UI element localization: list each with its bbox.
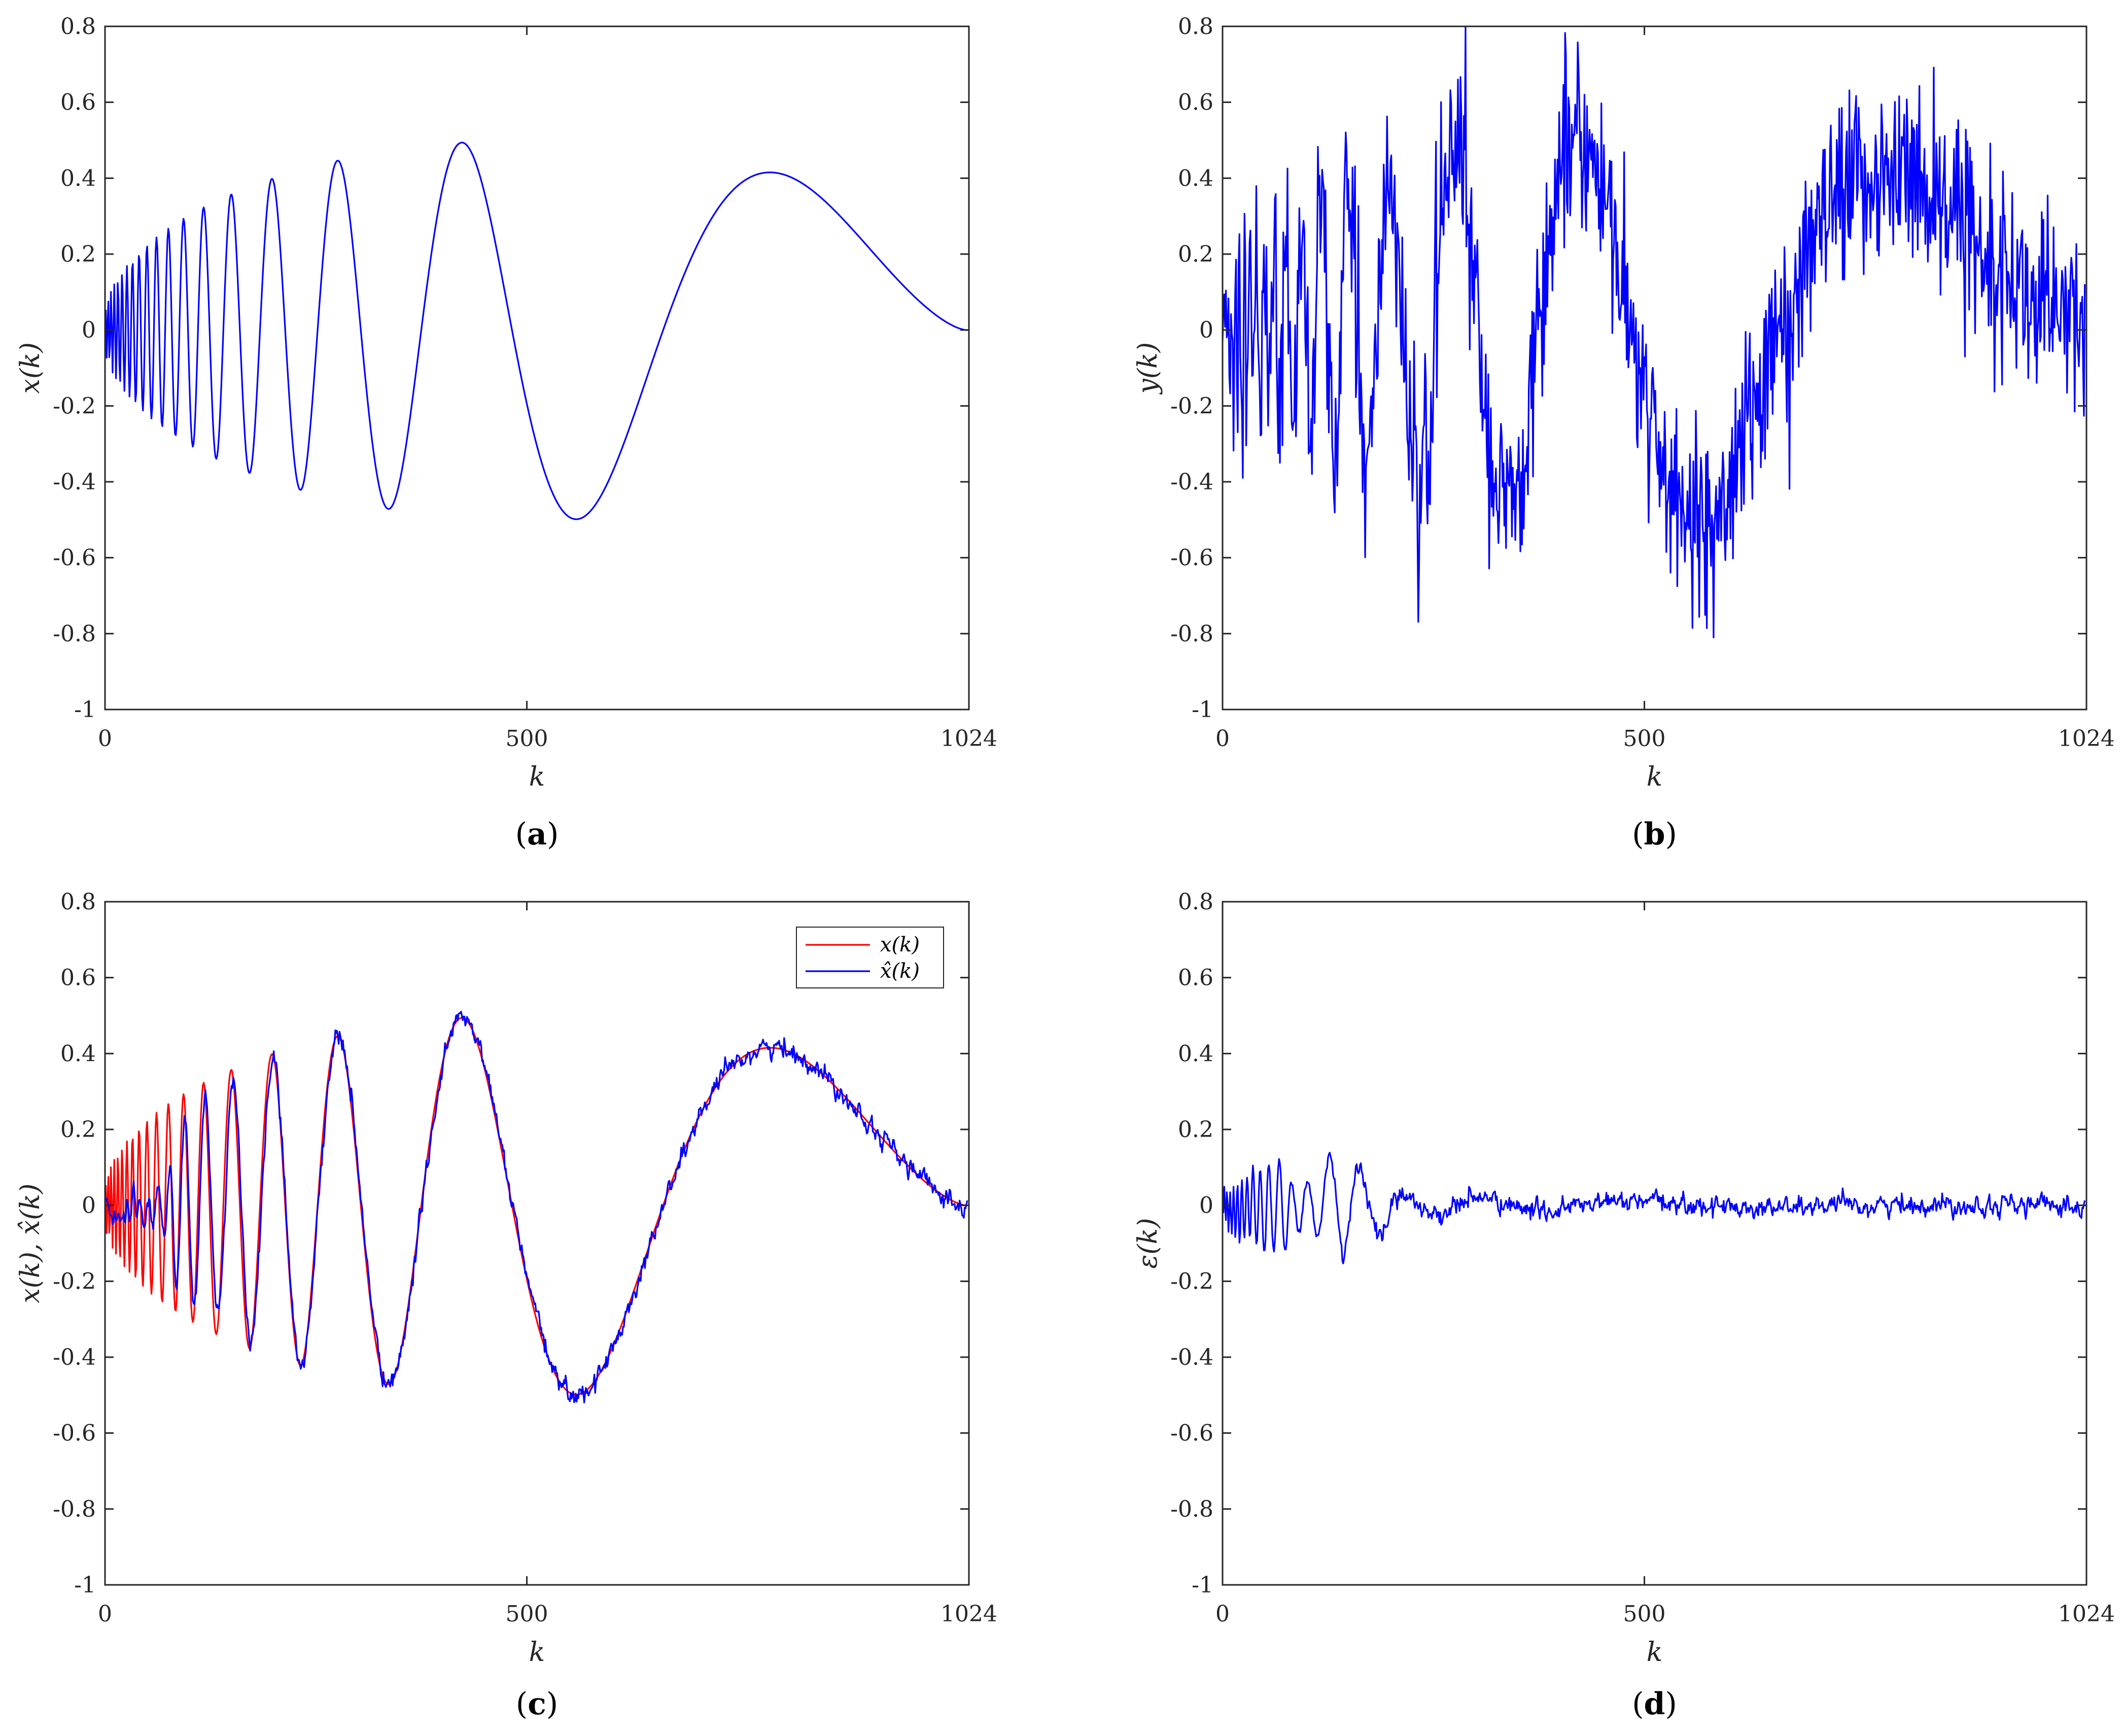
y-tick-label: 0 <box>1199 317 1213 343</box>
y-tick-label: -0.6 <box>53 1421 96 1446</box>
y-tick-label: -1 <box>74 1572 96 1598</box>
axes-frame-a <box>104 25 970 711</box>
x-axis-label: k <box>1647 762 1663 792</box>
y-tick-label: -1 <box>1192 1572 1213 1598</box>
y-tick-label: 0 <box>82 317 96 343</box>
y-tick-label: -1 <box>74 697 96 723</box>
y-tick-label: 0.4 <box>1178 165 1213 191</box>
panel-caption: (c) <box>516 1686 558 1722</box>
y-tick-label: 0.2 <box>60 1117 96 1143</box>
y-tick-label: -0.8 <box>53 621 96 647</box>
panel-b: -1 -0.8 -0.6 -0.4 -0.2 0 0.2 0.4 0.6 0.8 0 500 1024 k… <box>1133 14 2115 852</box>
y-tick-label: 0.2 <box>1178 241 1213 267</box>
y-tick-label: 0.6 <box>60 90 96 116</box>
y-tick-label: -1 <box>1192 697 1213 723</box>
y-tick-label: -0.6 <box>1170 545 1213 571</box>
series-line-b-0 <box>1223 26 2086 639</box>
y-tick-label: 0.4 <box>60 165 96 191</box>
y-tick-label: 0.8 <box>1178 889 1213 915</box>
y-tick-label: 0.8 <box>60 889 96 915</box>
y-tick-label: -0.2 <box>1170 1268 1213 1294</box>
axes-frame-d <box>1222 901 2087 1586</box>
y-tick-label: 0.6 <box>1178 90 1213 116</box>
y-tick-label: 0 <box>82 1193 96 1219</box>
panel-caption: (a) <box>515 817 559 852</box>
y-tick-label: -0.8 <box>53 1496 96 1522</box>
y-tick-label: 0.4 <box>1178 1041 1213 1067</box>
x-tick-label: 0 <box>1215 1601 1230 1627</box>
y-tick-label: 0.6 <box>60 965 96 991</box>
x-tick-label: 0 <box>1215 726 1230 752</box>
x-tick-label: 1024 <box>941 1601 997 1627</box>
y-tick-label: -0.4 <box>53 469 96 495</box>
y-tick-label: 0.4 <box>60 1041 96 1067</box>
panel-a: -1 -0.8 -0.6 -0.4 -0.2 0 0.2 0.4 0.6 0.8 0 500 1024 k… <box>15 14 997 852</box>
axes-frame-c <box>104 901 970 1586</box>
panel-caption: (d) <box>1632 1686 1677 1722</box>
y-tick-label: -0.4 <box>1170 1344 1213 1370</box>
x-tick-label: 1024 <box>941 726 997 752</box>
x-tick-label: 1024 <box>2058 726 2115 752</box>
y-tick-label: 0 <box>1199 1193 1213 1219</box>
x-tick-label: 500 <box>1623 1601 1666 1627</box>
x-tick-label: 500 <box>506 1601 548 1627</box>
y-tick-label: -0.4 <box>1170 469 1213 495</box>
x-tick-label: 500 <box>1623 726 1666 752</box>
y-tick-label: 0.8 <box>60 14 96 40</box>
series-line-c-1 <box>105 1011 968 1404</box>
x-tick-label: 0 <box>98 726 112 752</box>
y-tick-label: 0.6 <box>1178 965 1213 991</box>
x-tick-label: 500 <box>506 726 548 752</box>
legend-entry: x(k) <box>880 933 920 956</box>
y-tick-label: -0.4 <box>53 1344 96 1370</box>
x-axis-label: k <box>529 1637 545 1668</box>
y-axis-label: x(k) <box>15 342 46 394</box>
panel-d: -1 -0.8 -0.6 -0.4 -0.2 0 0.2 0.4 0.6 0.8 0 500 1024 k… <box>1133 889 2115 1722</box>
panel-caption: (b) <box>1632 817 1677 852</box>
series-line-a-0 <box>105 141 967 520</box>
legend-entry: x̂(k) <box>880 960 920 983</box>
x-axis-label: k <box>1647 1637 1663 1668</box>
series-line-d-0 <box>1223 1152 2086 1264</box>
y-tick-label: -0.2 <box>53 1268 96 1294</box>
y-tick-label: 0.2 <box>60 241 96 267</box>
legend-box <box>796 927 944 988</box>
y-tick-label: -0.8 <box>1170 1496 1213 1522</box>
y-axis-label: ε(k) <box>1133 1218 1163 1269</box>
y-tick-label: -0.8 <box>1170 621 1213 647</box>
y-axis-label: x(k), x̂(k) <box>15 1184 46 1303</box>
legend: x(k) x̂(k) <box>796 927 944 988</box>
x-tick-label: 0 <box>98 1601 112 1627</box>
y-tick-label: -0.6 <box>1170 1421 1213 1446</box>
y-tick-label: -0.2 <box>53 393 96 419</box>
y-axis-label: y(k) <box>1133 342 1163 395</box>
x-tick-label: 1024 <box>2058 1601 2115 1627</box>
axes-frame-b <box>1222 25 2087 711</box>
y-tick-label: 0.8 <box>1178 14 1213 40</box>
y-tick-label: -0.2 <box>1170 393 1213 419</box>
x-axis-label: k <box>529 762 545 792</box>
panel-c: -1 -0.8 -0.6 -0.4 -0.2 0 0.2 0.4 0.6 0.8 0 500 1024 k… <box>15 889 997 1722</box>
y-tick-label: 0.2 <box>1178 1117 1213 1143</box>
y-tick-label: -0.6 <box>53 545 96 571</box>
